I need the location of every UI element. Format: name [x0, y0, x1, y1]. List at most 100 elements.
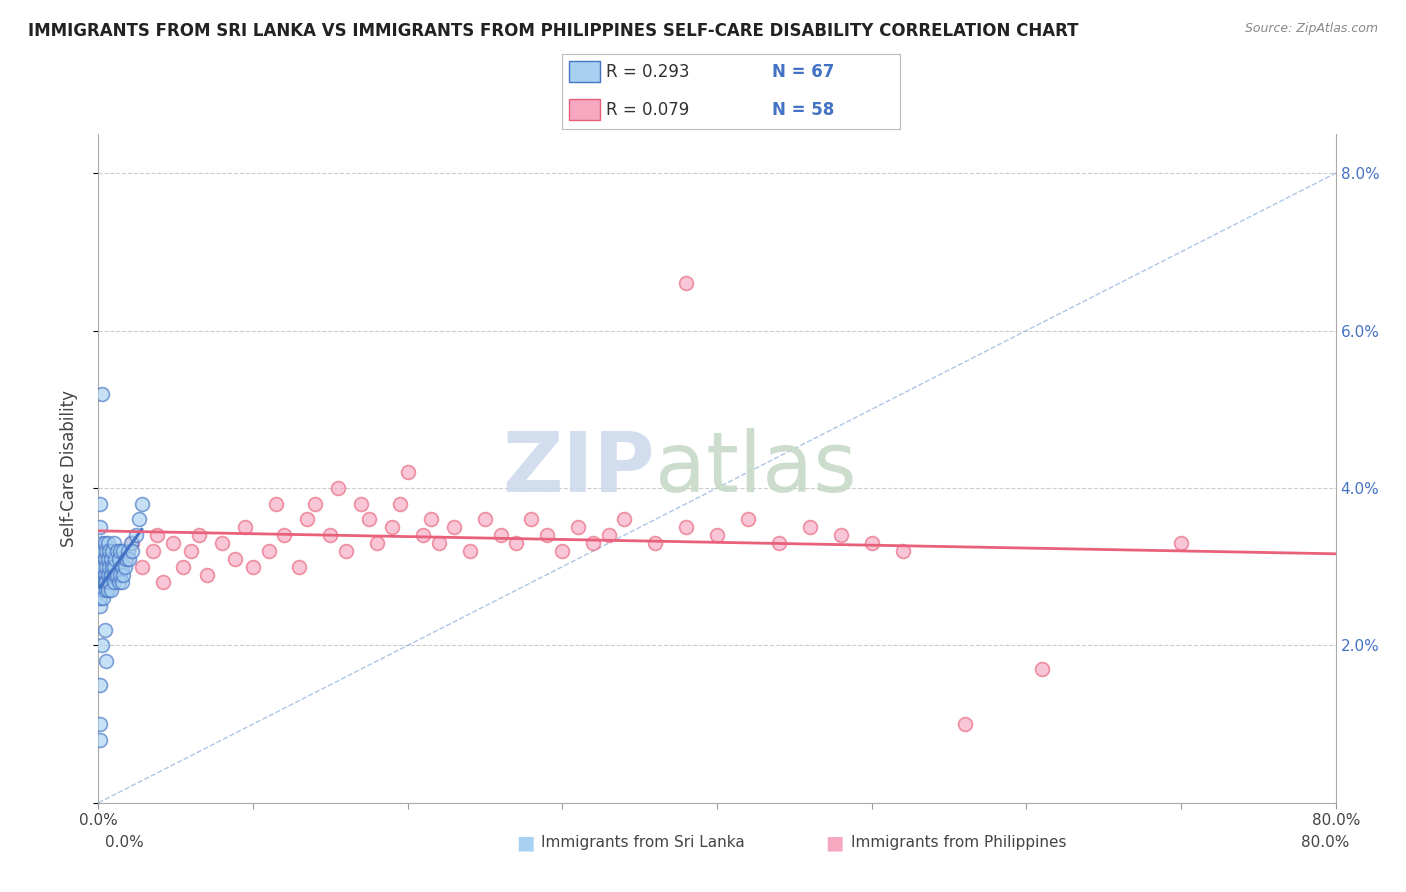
Point [350, 497, 373, 511]
Point [146, 528, 169, 542]
Point [799, 520, 821, 534]
Point [93, 551, 115, 566]
Bar [569, 99, 599, 120]
Point [173, 559, 195, 574]
Point [768, 536, 790, 550]
Point [98, 575, 121, 590]
Point [381, 520, 404, 534]
Point [107, 575, 129, 590]
Point [93, 575, 115, 590]
Text: IMMIGRANTS FROM SRI LANKA VS IMMIGRANTS FROM PHILIPPINES SELF-CARE DISABILITY CO: IMMIGRANTS FROM SRI LANKA VS IMMIGRANTS … [28, 22, 1078, 40]
Point [128, 512, 150, 526]
Point [103, 559, 125, 574]
Point [489, 528, 512, 542]
Text: 80.0%: 80.0% [1302, 836, 1350, 850]
Text: R = 0.293: R = 0.293 [606, 62, 690, 80]
Text: Immigrants from Sri Lanka: Immigrants from Sri Lanka [541, 836, 745, 850]
Point [326, 481, 350, 495]
Point [124, 528, 146, 542]
Point [266, 497, 288, 511]
Point [427, 536, 450, 550]
Point [91, 544, 114, 558]
Point [89, 591, 111, 606]
Point [90, 551, 112, 566]
Point [598, 528, 620, 542]
Point [443, 520, 465, 534]
Point [257, 544, 280, 558]
Point [91, 575, 114, 590]
Point [100, 567, 122, 582]
Point [100, 551, 122, 566]
Point [211, 536, 233, 550]
Text: atlas: atlas [655, 428, 856, 508]
Point [152, 575, 174, 590]
Point [582, 536, 605, 550]
Point [536, 528, 558, 542]
Point [112, 544, 135, 558]
Point [96, 559, 118, 574]
Text: Immigrants from Philippines: Immigrants from Philippines [851, 836, 1066, 850]
Point [644, 536, 666, 550]
Point [89, 678, 111, 692]
Point [357, 512, 380, 526]
Point [117, 544, 139, 558]
Point [104, 567, 127, 582]
Point [131, 559, 153, 574]
Point [1170, 536, 1192, 550]
Point [613, 512, 636, 526]
Point [120, 536, 142, 550]
Point [412, 528, 434, 542]
Point [396, 465, 419, 479]
Point [108, 544, 131, 558]
Point [96, 654, 118, 668]
Point [101, 544, 124, 558]
Point [567, 520, 589, 534]
Point [188, 528, 211, 542]
Point [224, 551, 246, 566]
Point [97, 583, 120, 598]
Point [93, 567, 115, 582]
Point [90, 639, 112, 653]
Point [304, 497, 326, 511]
Text: N = 58: N = 58 [772, 101, 834, 119]
Point [91, 583, 114, 598]
Point [103, 575, 125, 590]
Point [131, 497, 153, 511]
Point [89, 732, 111, 747]
Point [505, 536, 527, 550]
Point [706, 528, 728, 542]
Point [114, 559, 136, 574]
Point [419, 512, 441, 526]
Point [118, 551, 141, 566]
Point [860, 536, 883, 550]
Point [93, 623, 115, 637]
Point [366, 536, 388, 550]
Point [105, 567, 128, 582]
Point [93, 536, 115, 550]
Point [98, 559, 121, 574]
Text: 0.0%: 0.0% [105, 836, 145, 850]
Point [953, 717, 976, 731]
Point [104, 551, 127, 566]
Point [891, 544, 914, 558]
Point [89, 497, 111, 511]
Point [111, 559, 134, 574]
Text: R = 0.079: R = 0.079 [606, 101, 689, 119]
Point [96, 575, 118, 590]
Point [90, 536, 112, 550]
Point [96, 583, 118, 598]
Point [89, 717, 111, 731]
Point [288, 559, 311, 574]
Point [474, 512, 496, 526]
Point [1031, 662, 1053, 676]
Point [97, 567, 120, 582]
Point [91, 559, 114, 574]
Point [180, 544, 202, 558]
Point [675, 277, 697, 291]
Point [737, 512, 759, 526]
Point [195, 567, 218, 582]
Point [162, 536, 184, 550]
Point [520, 512, 543, 526]
Text: ■: ■ [825, 833, 844, 853]
Point [90, 386, 112, 401]
